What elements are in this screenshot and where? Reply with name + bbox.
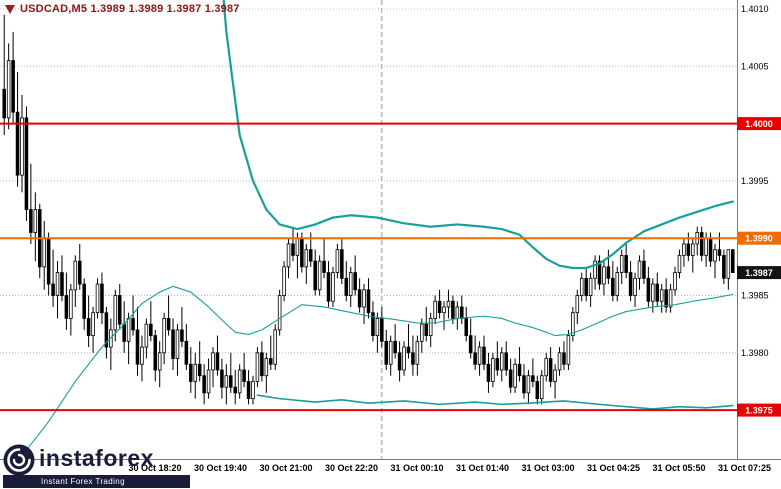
tagline-text: Instant Forex Trading [41, 477, 125, 486]
svg-text:31 Oct 04:25: 31 Oct 04:25 [587, 463, 640, 473]
svg-text:31 Oct 05:50: 31 Oct 05:50 [652, 463, 705, 473]
svg-text:31 Oct 01:40: 31 Oct 01:40 [456, 463, 509, 473]
svg-text:1.4005: 1.4005 [741, 61, 769, 71]
svg-text:1.3987: 1.3987 [745, 268, 773, 278]
price-axis-labels: 1.4010 1.4005 1.3995 1.3985 1.3980 [741, 4, 769, 358]
svg-text:31 Oct 03:00: 31 Oct 03:00 [521, 463, 574, 473]
svg-text:1.3995: 1.3995 [741, 176, 769, 186]
svg-text:30 Oct 18:20: 30 Oct 18:20 [128, 463, 181, 473]
candles-series [2, 14, 735, 405]
instaforex-watermark: instaforex Instant Forex Trading [3, 444, 195, 488]
tagline-bar: Instant Forex Trading [3, 475, 190, 488]
svg-text:1.3990: 1.3990 [745, 233, 773, 243]
svg-text:1.4000: 1.4000 [745, 119, 773, 129]
horizontal-levels [0, 122, 737, 412]
brand-text: instaforex [39, 445, 154, 471]
time-axis-labels: 30 Oct 18:20 30 Oct 19:40 30 Oct 21:00 30 O… [128, 463, 771, 473]
current-price-tag: 1.3987 [737, 266, 781, 280]
svg-text:30 Oct 19:40: 30 Oct 19:40 [194, 463, 247, 473]
svg-text:30 Oct 22:20: 30 Oct 22:20 [325, 463, 378, 473]
svg-text:1.4010: 1.4010 [741, 4, 769, 14]
symbol-marker-icon [5, 4, 15, 14]
symbol-ohlc-info: USDCAD,M5 1.3989 1.3989 1.3987 1.3987 [20, 3, 240, 15]
bollinger-bands [20, 0, 734, 459]
svg-text:30 Oct 21:00: 30 Oct 21:00 [259, 463, 312, 473]
chart-header: USDCAD,M5 1.3989 1.3989 1.3987 1.3987 [5, 3, 240, 15]
svg-text:31 Oct 00:10: 31 Oct 00:10 [390, 463, 443, 473]
axis-frame [0, 0, 781, 460]
level-price-tags: 1.4000 1.3990 1.3975 [737, 117, 781, 417]
svg-text:1.3975: 1.3975 [745, 405, 773, 415]
svg-text:1.3980: 1.3980 [741, 348, 769, 358]
svg-text:31 Oct 07:25: 31 Oct 07:25 [718, 463, 771, 473]
instaforex-logo-icon [3, 444, 35, 476]
svg-text:1.3985: 1.3985 [741, 291, 769, 301]
